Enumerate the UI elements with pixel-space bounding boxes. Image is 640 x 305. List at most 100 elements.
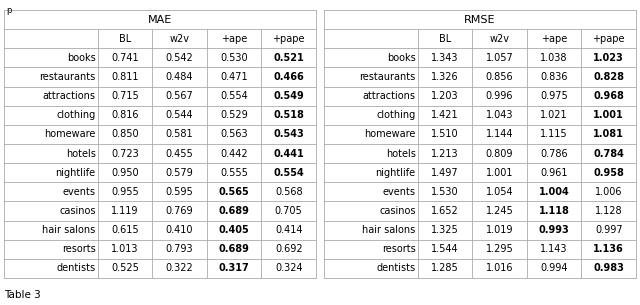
Text: 0.317: 0.317 [219, 264, 250, 273]
Text: events: events [63, 187, 95, 197]
Text: 1.081: 1.081 [593, 129, 624, 139]
Text: casinos: casinos [379, 206, 415, 216]
Text: 1.001: 1.001 [593, 110, 624, 120]
Text: 0.322: 0.322 [166, 264, 193, 273]
Text: books: books [387, 53, 415, 63]
Text: 0.689: 0.689 [219, 244, 250, 254]
Text: 0.958: 0.958 [593, 168, 624, 178]
Text: attractions: attractions [43, 91, 95, 101]
Text: 0.595: 0.595 [166, 187, 193, 197]
Text: dentists: dentists [56, 264, 95, 273]
Text: 0.786: 0.786 [540, 149, 568, 159]
Text: w2v: w2v [490, 34, 509, 44]
Text: 1.115: 1.115 [540, 129, 568, 139]
Text: +ape: +ape [221, 34, 247, 44]
Text: 1.021: 1.021 [540, 110, 568, 120]
Text: hair salons: hair salons [362, 225, 415, 235]
Text: 0.961: 0.961 [540, 168, 568, 178]
Text: 0.993: 0.993 [539, 225, 570, 235]
Text: 0.997: 0.997 [595, 225, 623, 235]
Text: 0.554: 0.554 [220, 91, 248, 101]
Text: resorts: resorts [382, 244, 415, 254]
Text: 0.529: 0.529 [220, 110, 248, 120]
Text: 0.455: 0.455 [166, 149, 193, 159]
Text: 0.410: 0.410 [166, 225, 193, 235]
Text: clothing: clothing [56, 110, 95, 120]
Text: 0.784: 0.784 [593, 149, 624, 159]
Text: 0.950: 0.950 [111, 168, 139, 178]
Text: w2v: w2v [170, 34, 189, 44]
Text: 1.325: 1.325 [431, 225, 459, 235]
Text: 1.019: 1.019 [486, 225, 513, 235]
Text: hotels: hotels [386, 149, 415, 159]
Text: 0.543: 0.543 [273, 129, 304, 139]
Text: 0.994: 0.994 [540, 264, 568, 273]
Text: restaurants: restaurants [359, 72, 415, 82]
Text: 1.136: 1.136 [593, 244, 624, 254]
Text: resorts: resorts [62, 244, 95, 254]
Text: 1.245: 1.245 [486, 206, 513, 216]
Text: 1.006: 1.006 [595, 187, 623, 197]
Text: clothing: clothing [376, 110, 415, 120]
Text: 0.530: 0.530 [220, 53, 248, 63]
Text: 1.119: 1.119 [111, 206, 139, 216]
Text: 0.563: 0.563 [220, 129, 248, 139]
Text: events: events [383, 187, 415, 197]
Text: 0.828: 0.828 [593, 72, 624, 82]
Text: restaurants: restaurants [39, 72, 95, 82]
Text: 0.809: 0.809 [486, 149, 513, 159]
Text: 1.038: 1.038 [540, 53, 568, 63]
Text: 0.471: 0.471 [220, 72, 248, 82]
Text: 0.549: 0.549 [273, 91, 304, 101]
Text: 0.692: 0.692 [275, 244, 303, 254]
Text: BL: BL [439, 34, 451, 44]
Text: 1.285: 1.285 [431, 264, 459, 273]
Text: 1.023: 1.023 [593, 53, 624, 63]
Text: MAE: MAE [148, 15, 172, 25]
Text: 0.518: 0.518 [273, 110, 304, 120]
Text: 0.565: 0.565 [219, 187, 250, 197]
Text: 1.497: 1.497 [431, 168, 459, 178]
Text: 1.043: 1.043 [486, 110, 513, 120]
Text: 0.856: 0.856 [486, 72, 513, 82]
Text: Table 3: Table 3 [4, 290, 41, 300]
Text: 0.542: 0.542 [166, 53, 193, 63]
Text: 0.850: 0.850 [111, 129, 139, 139]
Text: 1.510: 1.510 [431, 129, 459, 139]
Text: 1.530: 1.530 [431, 187, 459, 197]
Text: 1.001: 1.001 [486, 168, 513, 178]
Text: 0.544: 0.544 [166, 110, 193, 120]
Text: 1.057: 1.057 [486, 53, 513, 63]
Text: 0.324: 0.324 [275, 264, 303, 273]
Text: 0.811: 0.811 [111, 72, 139, 82]
Text: casinos: casinos [59, 206, 95, 216]
Text: +pape: +pape [273, 34, 305, 44]
Text: 1.118: 1.118 [539, 206, 570, 216]
Text: 0.466: 0.466 [273, 72, 304, 82]
Text: 1.004: 1.004 [539, 187, 570, 197]
Text: 0.975: 0.975 [540, 91, 568, 101]
Text: 1.295: 1.295 [486, 244, 513, 254]
Text: 0.579: 0.579 [166, 168, 193, 178]
Text: 1.343: 1.343 [431, 53, 459, 63]
Text: 1.544: 1.544 [431, 244, 459, 254]
Text: nightlife: nightlife [376, 168, 415, 178]
Text: 0.615: 0.615 [111, 225, 139, 235]
Text: 1.203: 1.203 [431, 91, 459, 101]
Text: 1.652: 1.652 [431, 206, 459, 216]
Text: 0.441: 0.441 [273, 149, 304, 159]
Text: nightlife: nightlife [56, 168, 95, 178]
Text: 0.525: 0.525 [111, 264, 139, 273]
Text: +ape: +ape [541, 34, 567, 44]
Text: attractions: attractions [363, 91, 415, 101]
Text: 0.723: 0.723 [111, 149, 139, 159]
Text: BL: BL [119, 34, 131, 44]
Text: 0.715: 0.715 [111, 91, 139, 101]
Text: 0.521: 0.521 [273, 53, 304, 63]
Text: 1.013: 1.013 [111, 244, 139, 254]
Text: 0.741: 0.741 [111, 53, 139, 63]
Text: 0.567: 0.567 [166, 91, 193, 101]
Text: p: p [6, 6, 12, 15]
Text: 0.955: 0.955 [111, 187, 139, 197]
Text: 0.484: 0.484 [166, 72, 193, 82]
